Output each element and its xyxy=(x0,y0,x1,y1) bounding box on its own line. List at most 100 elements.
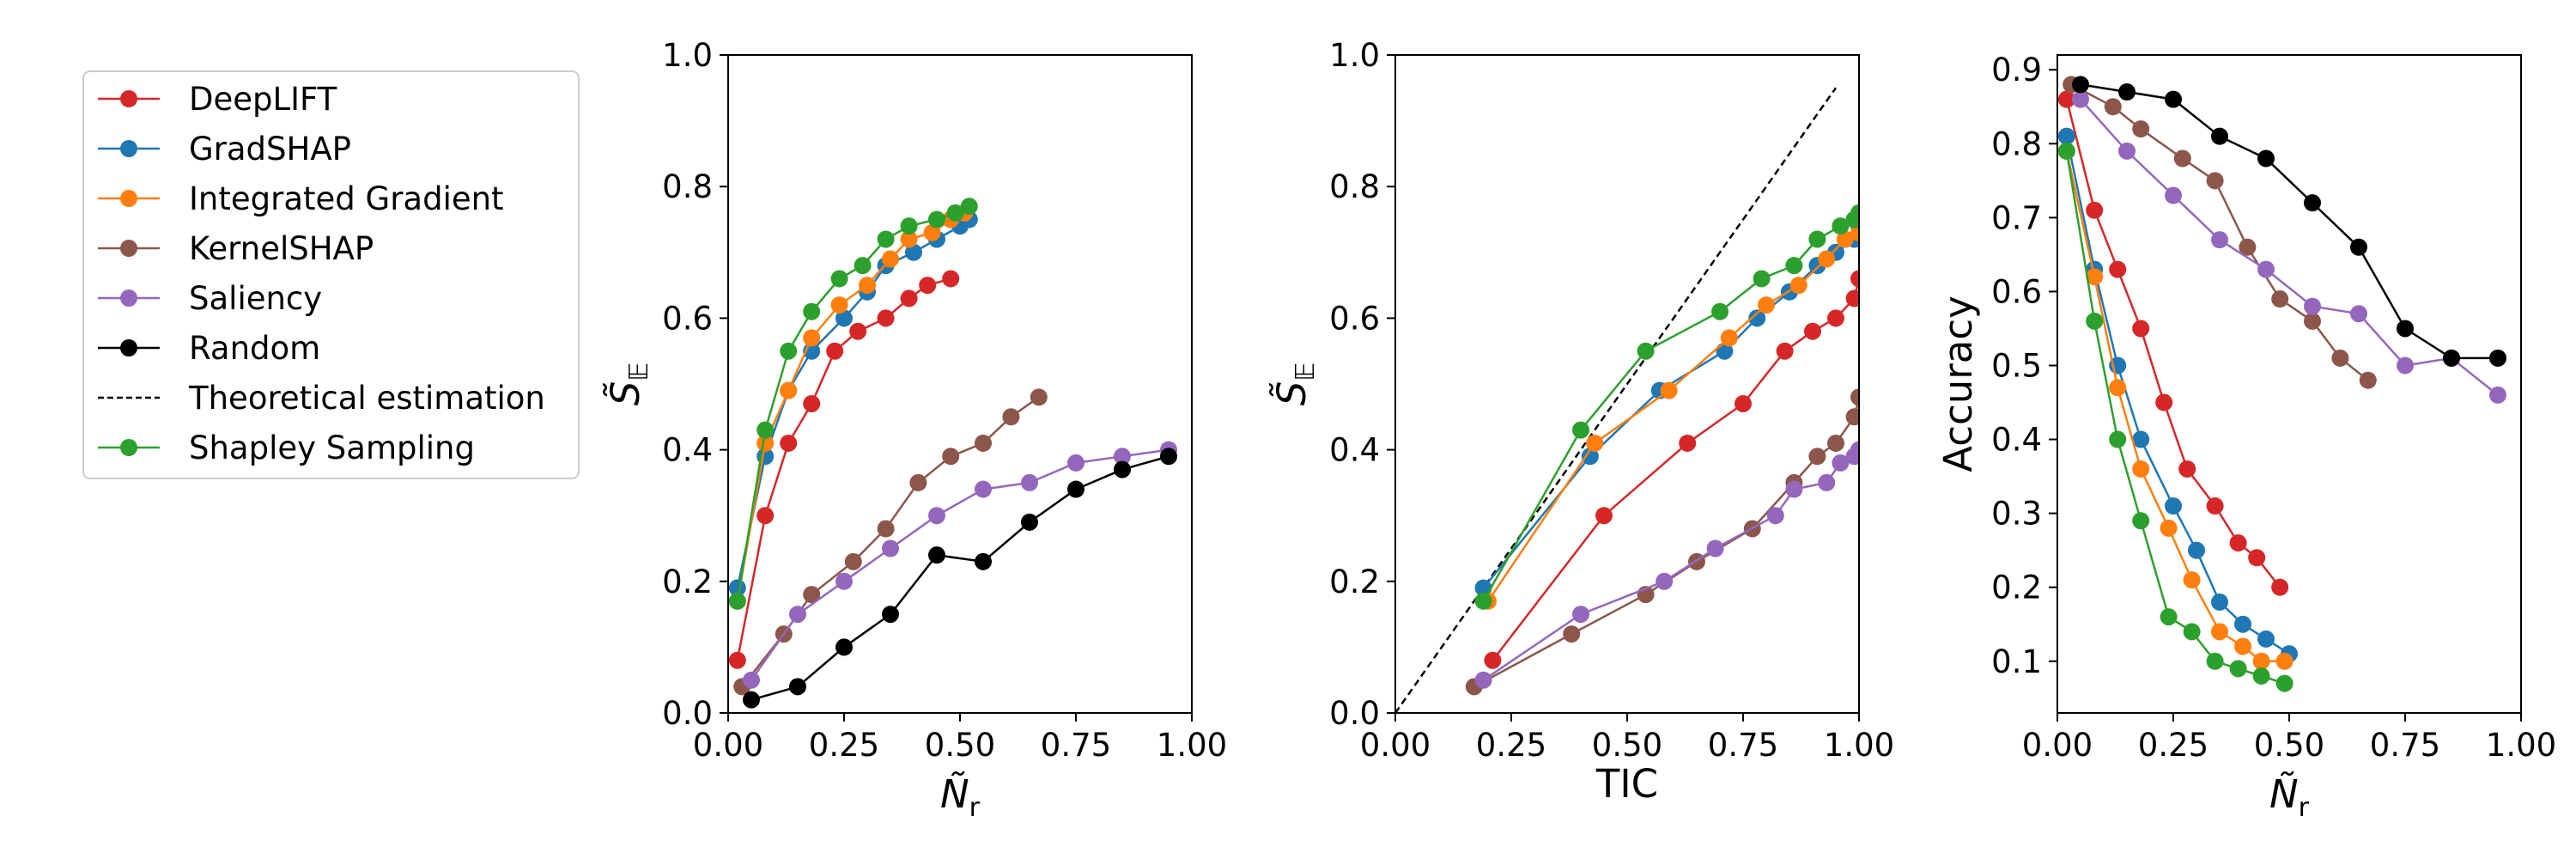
y-tick-label: 0.2 xyxy=(1329,564,1380,600)
data-point xyxy=(1827,309,1844,327)
series-shapley-sampling xyxy=(2057,142,2293,692)
series-line xyxy=(750,448,1170,681)
data-point xyxy=(1114,448,1131,466)
x-axis-label: Ñr xyxy=(940,771,981,823)
series-line xyxy=(1473,397,1859,688)
data-point xyxy=(1845,408,1859,426)
y-tick-label: 0.4 xyxy=(662,432,713,469)
series-line xyxy=(2080,83,2498,360)
legend: DeepLIFT GradSHAP Integrated Gradient Kerne… xyxy=(82,70,580,479)
x-ticks: 0.00 0.25 0.50 0.75 1.00 xyxy=(1360,713,1894,764)
data-point xyxy=(905,243,922,261)
data-point xyxy=(728,592,746,610)
y-ticks: 0.0 0.2 0.4 0.6 0.8 1.0 xyxy=(662,37,728,732)
series-line xyxy=(2065,150,2285,663)
data-point xyxy=(2206,652,2224,670)
y-tick-label: 0.0 xyxy=(662,695,713,732)
panel-middle: 0.00 0.25 0.50 0.75 1.00 0.00.20.40.60.81.0 … xyxy=(1269,37,1894,807)
data-point xyxy=(1785,480,1803,498)
data-point xyxy=(803,586,821,604)
y-tick-label: 0.6 xyxy=(662,300,713,337)
data-point xyxy=(780,434,798,452)
data-point xyxy=(2132,512,2150,530)
series-line xyxy=(2065,99,2281,588)
x-ticks: 0.00 0.25 0.50 0.75 1.00 xyxy=(693,713,1227,764)
data-point xyxy=(1067,454,1084,472)
data-point xyxy=(1563,625,1581,643)
series-kernelshap xyxy=(2063,76,2377,389)
data-point xyxy=(1679,434,1697,452)
data-point xyxy=(923,223,941,241)
data-point xyxy=(835,638,853,656)
data-point xyxy=(2086,312,2104,330)
legend-entry-deeplift: DeepLIFT xyxy=(98,81,337,118)
data-point xyxy=(849,322,867,340)
data-point xyxy=(1836,230,1854,248)
data-point xyxy=(2234,615,2251,633)
x-tick-label: 0.00 xyxy=(693,727,763,764)
series-line xyxy=(2065,150,2285,685)
data-point xyxy=(1160,448,1177,466)
series-theoretical-estimation xyxy=(1395,87,1838,713)
legend-entry-random: Random xyxy=(98,330,320,367)
data-point xyxy=(2118,83,2136,101)
y-tick-label: 0.8 xyxy=(1991,125,2042,162)
series-deeplift xyxy=(728,270,960,669)
x-ticks: 0.00 0.25 0.50 0.75 1.00 xyxy=(2022,713,2556,764)
legend-entry-integrated-gradient: Integrated Gradient xyxy=(98,180,504,217)
y-tick-label: 0.4 xyxy=(1329,432,1380,469)
data-point xyxy=(854,257,872,275)
data-point xyxy=(2304,312,2321,330)
y-tick-label: 1.0 xyxy=(1329,37,1380,74)
data-point xyxy=(844,552,862,570)
x-tick-label: 0.75 xyxy=(1708,727,1778,764)
x-tick-label: 0.75 xyxy=(2370,727,2440,764)
data-point xyxy=(928,507,945,525)
data-point xyxy=(1818,250,1836,268)
plot-area xyxy=(728,198,1177,709)
data-point xyxy=(960,198,978,216)
data-point xyxy=(1706,539,1724,557)
data-point xyxy=(919,277,937,295)
data-point xyxy=(780,342,798,360)
data-point xyxy=(803,302,821,320)
data-point xyxy=(1753,270,1771,288)
series-line xyxy=(2080,98,2499,396)
data-point xyxy=(728,579,746,597)
data-point xyxy=(835,572,853,590)
data-point xyxy=(756,507,775,525)
data-point xyxy=(900,289,918,308)
data-point xyxy=(2489,349,2506,367)
panel-left: 0.00 0.25 0.50 0.75 1.00 0.00.20.40.60.81.0 … xyxy=(603,37,1227,823)
data-point xyxy=(2109,379,2127,397)
data-point xyxy=(789,606,806,624)
data-point xyxy=(835,309,853,327)
data-point xyxy=(1845,289,1859,308)
data-point xyxy=(1808,230,1826,248)
data-point xyxy=(2397,356,2414,375)
legend-entries: DeepLIFT GradSHAP Integrated Gradient Kerne… xyxy=(98,81,545,466)
data-point xyxy=(2086,201,2104,219)
data-point xyxy=(2350,305,2367,323)
legend-label: Integrated Gradient xyxy=(189,180,504,217)
x-axis-label: Ñr xyxy=(2269,771,2310,823)
series-integrated-gradient xyxy=(2057,142,2293,670)
x-tick-label: 0.75 xyxy=(1041,727,1111,764)
y-tick-label: 0.8 xyxy=(662,168,713,205)
data-point xyxy=(1021,513,1038,531)
y-tick-label: 0.8 xyxy=(1329,168,1380,205)
data-point xyxy=(2057,127,2075,145)
data-point xyxy=(1789,277,1807,295)
data-point xyxy=(1595,507,1613,525)
data-point xyxy=(2350,238,2367,256)
data-point xyxy=(942,448,960,466)
data-point xyxy=(1660,381,1678,399)
data-point xyxy=(1804,322,1821,340)
series-gradshap xyxy=(728,210,978,597)
series-line xyxy=(2065,136,2290,655)
data-point xyxy=(2248,549,2266,567)
series-random xyxy=(743,448,1177,709)
data-point xyxy=(1766,507,1784,525)
data-point xyxy=(882,250,899,268)
data-point xyxy=(2304,297,2321,315)
